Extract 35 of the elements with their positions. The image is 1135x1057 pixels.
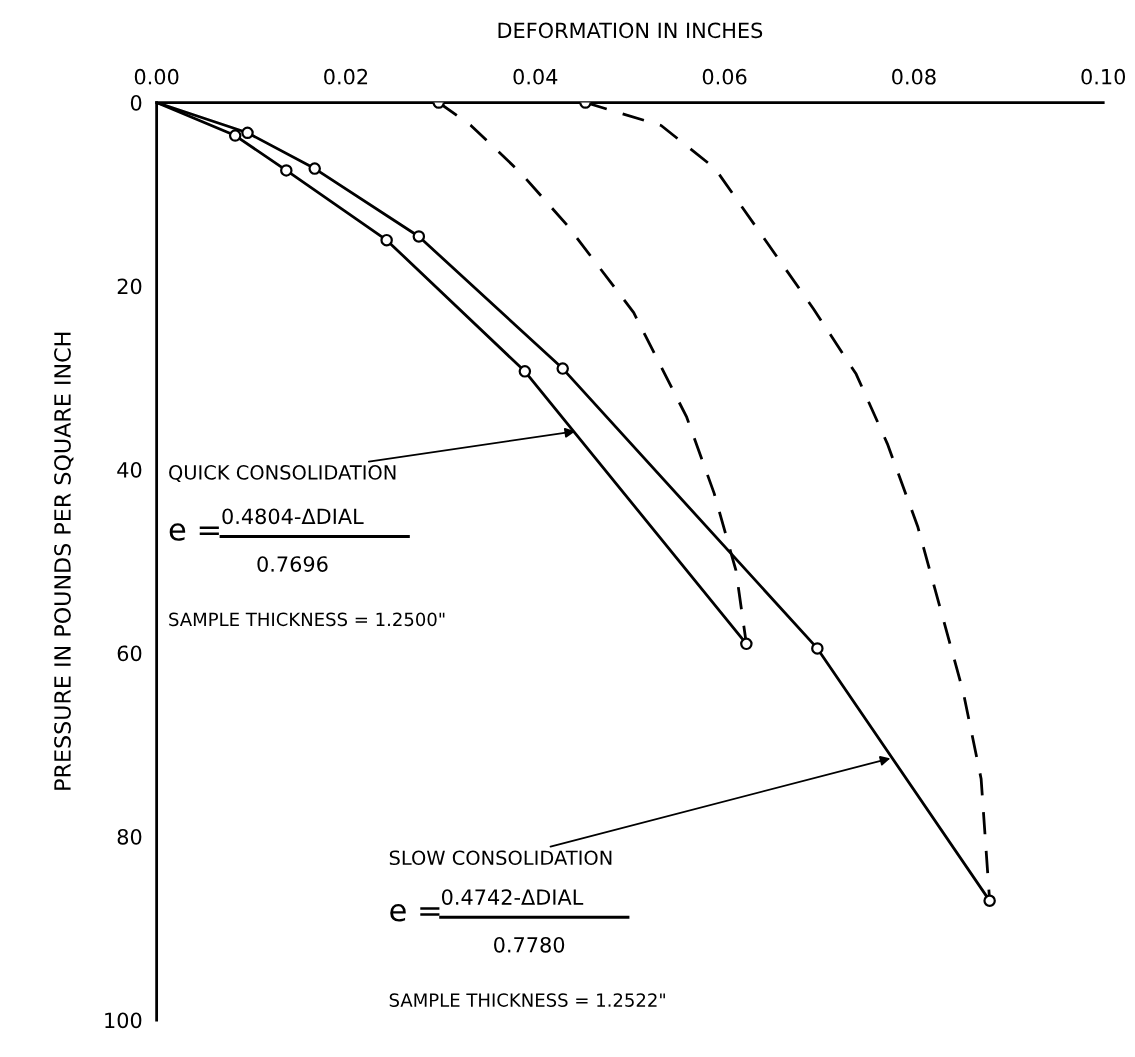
y-axis-title: PRESSURE IN POUNDS PER SQUARE INCH: [54, 332, 74, 790]
x-tick-label: 0.08: [892, 68, 936, 85]
y-tick-label: 0: [130, 94, 142, 111]
annotation: 0.7780: [494, 936, 565, 953]
x-tick-label: 0.00: [134, 68, 179, 85]
annotation: 0.4742-ΔDIAL: [441, 889, 584, 905]
annotation: e =: [390, 903, 440, 922]
y-tick-label: 60: [117, 645, 142, 662]
y-tick-label: 20: [117, 278, 142, 295]
point: [380, 233, 393, 247]
y-tick-label: 40: [117, 461, 142, 478]
annotation: 0.4804-ΔDIAL: [222, 508, 364, 525]
point: [740, 637, 753, 651]
x-tick-label: 0.04: [513, 68, 558, 85]
x-tick-label: 0.10: [1081, 68, 1126, 85]
point: [556, 362, 569, 375]
x-tick-label: 0.06: [702, 68, 747, 85]
x-tick-label: 0.02: [324, 68, 368, 85]
y-tick-label: 80: [117, 828, 142, 845]
annotation: SAMPLE THICKNESS = 1.2522": [389, 993, 665, 1007]
point: [983, 894, 996, 907]
annotation: e =: [169, 523, 219, 541]
point: [228, 129, 242, 142]
annotation: SAMPLE THICKNESS = 1.2500": [169, 612, 445, 627]
annotation: 0.7696: [257, 556, 328, 572]
point: [518, 365, 532, 378]
point: [241, 126, 254, 140]
point: [412, 230, 426, 243]
annotation: SLOW CONSOLIDATION: [389, 850, 612, 866]
annotation: QUICK CONSOLIDATION: [169, 465, 396, 482]
point: [811, 642, 824, 655]
y-tick-label: 100: [105, 1012, 142, 1029]
point: [308, 162, 321, 175]
x-axis-title: DEFORMATION IN INCHES: [498, 22, 763, 39]
point: [280, 164, 293, 177]
